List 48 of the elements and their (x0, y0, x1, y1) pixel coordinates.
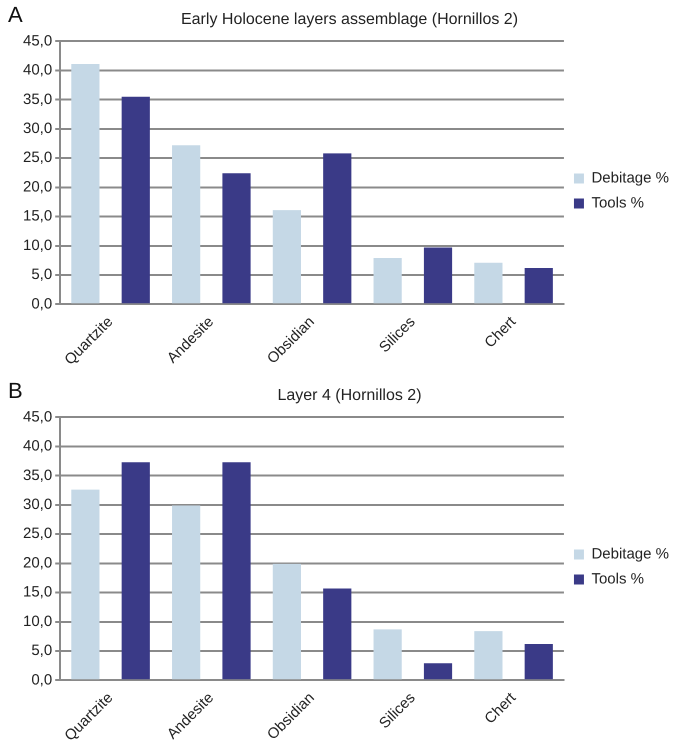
y-tick-label: 30,0 (22, 496, 52, 514)
bar (474, 262, 502, 304)
bar (323, 153, 352, 304)
chart-title: Layer 4 (Hornillos 2) (277, 387, 422, 404)
bar (323, 588, 352, 680)
bar (122, 96, 150, 304)
y-tick-label: 45,0 (22, 32, 52, 50)
y-tick-label: 10,0 (22, 612, 52, 630)
legend-label: Debitage % (591, 546, 670, 563)
y-tick-label: 20,0 (22, 178, 52, 196)
bar (172, 505, 200, 680)
y-tick-label: 5,0 (31, 642, 52, 660)
chart-title: Early Holocene layers assemblage (Hornillos 2) (180, 11, 518, 28)
y-tick-label: 5,0 (31, 266, 52, 284)
y-tick-label: 15,0 (22, 208, 52, 225)
bar (172, 145, 200, 304)
bar (222, 173, 251, 304)
bar (424, 248, 452, 304)
bar (71, 64, 100, 304)
bar (374, 629, 402, 680)
legend-label: Tools % (591, 194, 644, 212)
y-tick-label: 0,0 (31, 295, 52, 312)
y-tick-label: 45,0 (22, 408, 52, 426)
y-tick-label: 40,0 (22, 62, 52, 79)
y-tick-label: 20,0 (22, 554, 52, 572)
bar (272, 210, 301, 304)
y-tick-label: 30,0 (22, 120, 52, 138)
y-tick-label: 40,0 (22, 438, 52, 455)
bar (524, 644, 553, 680)
bar (524, 268, 553, 304)
bar (122, 462, 150, 680)
text: A (8, 2, 23, 28)
legend-label: Tools % (591, 570, 644, 588)
bar (374, 258, 402, 304)
bar (222, 462, 251, 680)
y-tick-label: 35,0 (22, 466, 52, 484)
y-tick-label: 10,0 (22, 236, 52, 254)
bar (71, 490, 100, 680)
bar (474, 631, 502, 680)
y-tick-label: 25,0 (22, 525, 52, 542)
y-tick-label: 35,0 (22, 90, 52, 108)
y-tick-label: 15,0 (22, 584, 52, 601)
bar (424, 663, 452, 680)
y-tick-label: 0,0 (31, 671, 52, 688)
text: B (8, 378, 23, 404)
legend-label: Debitage % (591, 170, 670, 187)
y-tick-label: 25,0 (22, 149, 52, 166)
bar (272, 564, 301, 680)
